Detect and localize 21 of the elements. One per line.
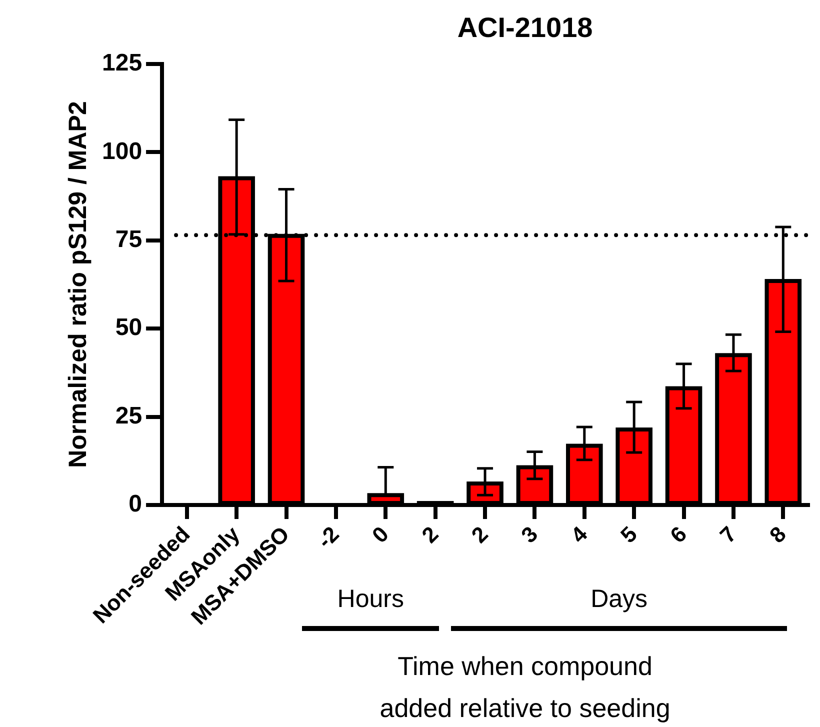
y-tick-label: 50: [115, 314, 142, 342]
text: Hours: [337, 585, 404, 613]
x-tick-label: 2: [466, 521, 493, 548]
y-tick-label: 125: [102, 50, 142, 77]
x-axis-title: Time when compound added relative to seeding: [378, 650, 672, 725]
y-tick-label: 0: [128, 490, 142, 518]
y-tick-label: 100: [102, 138, 142, 165]
x-tick-label: 6: [665, 521, 692, 548]
x-tick-label: 5: [616, 521, 642, 548]
x-tick-label: 7: [714, 521, 742, 548]
y-axis-title: Normalized ratio pS129 / MAP2: [64, 101, 92, 468]
x-tick-label: 0: [367, 521, 394, 548]
x-tick-label: -2: [312, 521, 344, 553]
x-tick-label: 3: [516, 521, 543, 548]
text: Days: [590, 585, 649, 614]
y-tick-label: 25: [115, 402, 142, 430]
chart-title: ACI-21018: [456, 12, 594, 44]
y-tick-label: 75: [115, 226, 142, 254]
x-tick-label: 8: [764, 521, 791, 548]
x-tick-label: 2: [416, 521, 444, 548]
x-tick-label: 4: [566, 520, 593, 548]
